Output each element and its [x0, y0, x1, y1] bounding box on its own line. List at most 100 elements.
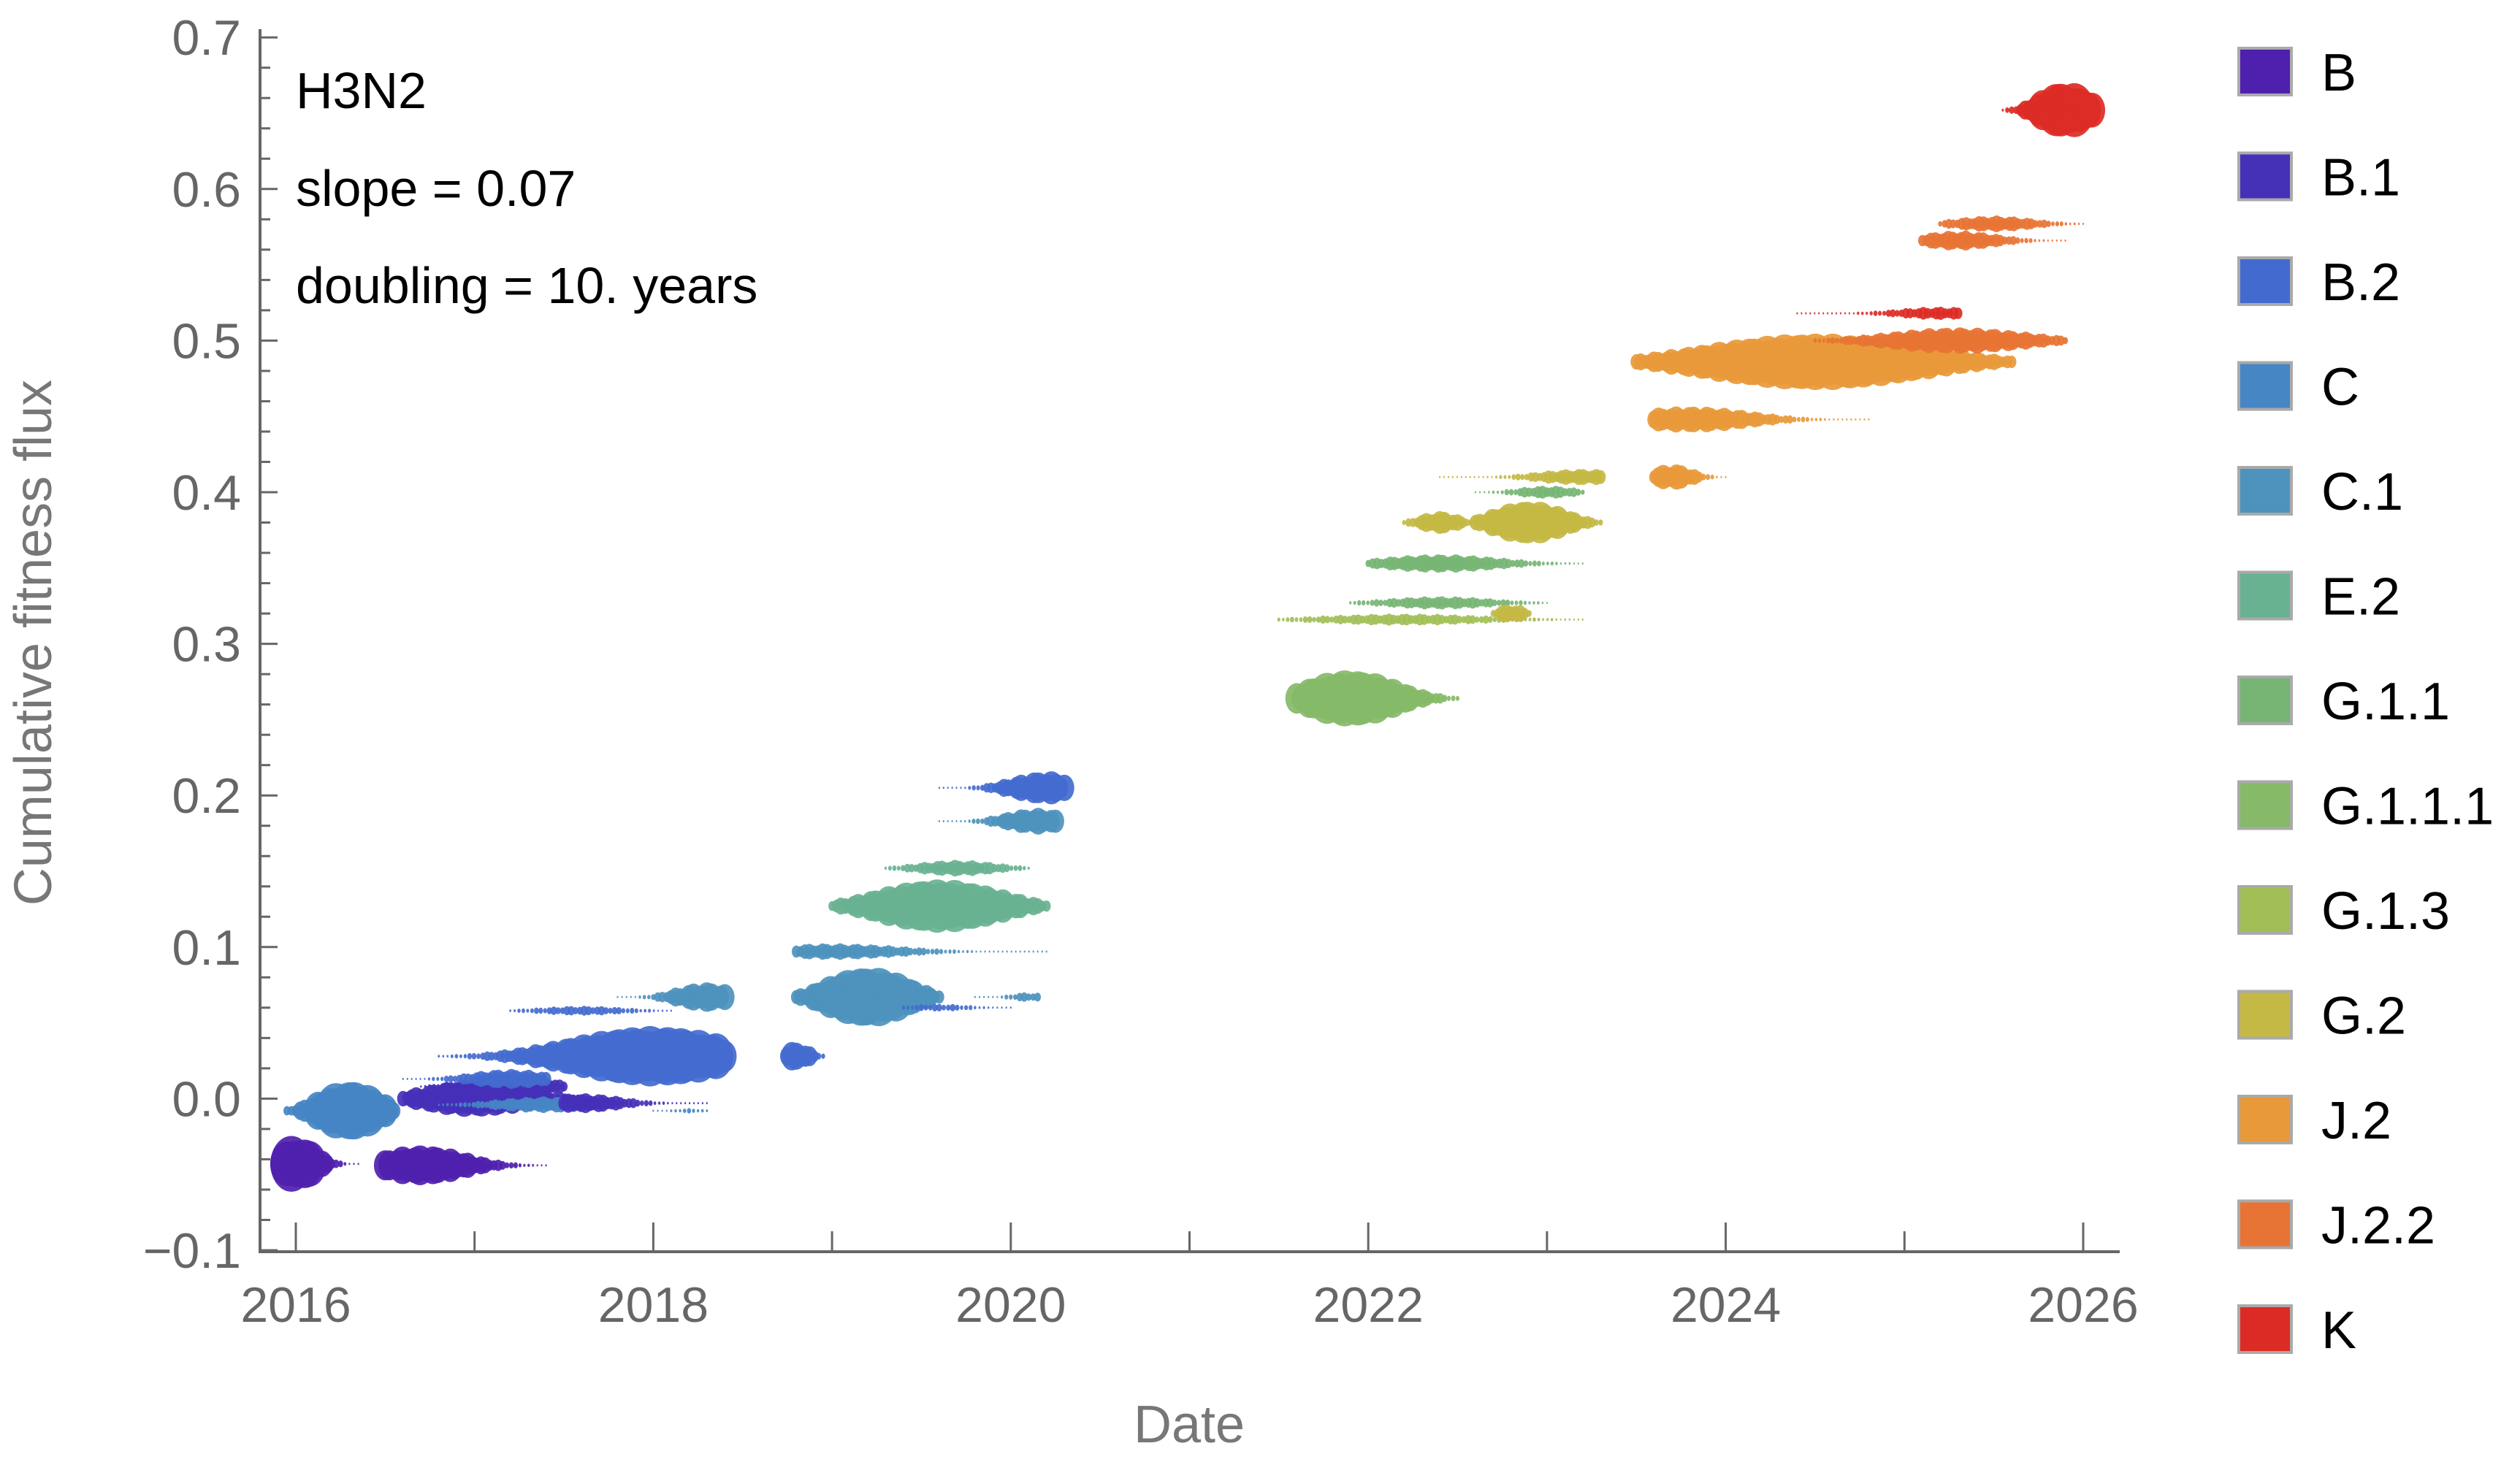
blob-point: [996, 1006, 999, 1009]
blob-point: [1019, 950, 1021, 953]
blob-point: [1559, 562, 1562, 565]
blob-point: [1515, 473, 1521, 481]
blob-point: [978, 995, 981, 998]
x-tick-label: 2018: [598, 1277, 709, 1333]
blob-point: [513, 1162, 519, 1168]
blob-point: [1510, 559, 1516, 567]
blob-point: [671, 1102, 673, 1105]
blob-point: [1447, 475, 1450, 478]
blob-point: [1598, 519, 1603, 526]
blob-point: [665, 1109, 668, 1112]
blob-point: [988, 995, 990, 998]
blob-point: [518, 1163, 522, 1168]
blob-K: [1796, 307, 1963, 320]
legend-item: G.2: [2237, 987, 2406, 1046]
blob-point: [648, 1100, 653, 1106]
blob-point: [1395, 599, 1402, 607]
blob-point: [629, 1098, 638, 1109]
blob-point: [1520, 474, 1525, 481]
blob-point: [1420, 614, 1429, 625]
blob-point: [674, 1109, 677, 1113]
x-tick-label: 2016: [240, 1277, 351, 1333]
blob-B.2: [780, 1041, 825, 1071]
legend-label: K: [2321, 1301, 2356, 1360]
blob-point: [644, 1100, 649, 1106]
blob-point: [906, 1005, 910, 1010]
blob-point: [517, 1009, 521, 1013]
blob-point: [1814, 312, 1816, 315]
data-blobs: [270, 83, 2106, 1192]
blob-point: [427, 1077, 431, 1081]
blob-point: [692, 1102, 695, 1105]
blob-point: [467, 1102, 471, 1107]
blob-point: [2064, 239, 2066, 242]
blob-point: [1436, 693, 1445, 704]
blob-point: [479, 1101, 486, 1109]
blob-point: [934, 948, 939, 955]
blob-point: [1523, 560, 1529, 567]
blob-point: [2062, 337, 2069, 345]
blob-point: [1801, 312, 1803, 315]
blob-point: [2001, 236, 2008, 245]
blob-B.2: [438, 1025, 737, 1087]
blob-J.2.2: [1918, 230, 2066, 250]
blob-point: [443, 1075, 449, 1082]
blob-point: [942, 1004, 946, 1011]
blob-point: [1286, 617, 1290, 622]
blob-point: [1469, 615, 1476, 624]
legend-swatch: [2237, 676, 2293, 725]
blob-point: [509, 1009, 511, 1012]
blob-point: [1032, 950, 1034, 953]
blob-point: [938, 787, 940, 789]
blob-point: [1822, 312, 1825, 315]
blob-point: [661, 1109, 663, 1112]
blob-point: [1782, 415, 1789, 424]
blob-point: [2077, 222, 2080, 226]
blob-point: [526, 1009, 530, 1013]
x-tick-label: 2022: [1313, 1277, 1424, 1333]
blob-point: [1835, 312, 1838, 315]
legend-item: C: [2237, 359, 2359, 417]
blob-point: [1505, 559, 1512, 568]
blob-point: [1573, 562, 1575, 565]
blob-point: [1577, 562, 1579, 565]
blob-point: [1036, 950, 1039, 953]
legend-item: G.1.1: [2237, 673, 2450, 731]
blob-point: [2057, 335, 2065, 346]
legend-label: G.1.1.1: [2321, 778, 2494, 836]
blob-point: [1839, 312, 1842, 315]
blob-point: [1465, 475, 1467, 478]
blob-point: [1500, 490, 1504, 494]
blob-point: [1839, 337, 1844, 344]
blob-C.1: [938, 808, 1064, 835]
blob-point: [1801, 416, 1806, 423]
blob-point: [1307, 616, 1313, 624]
blob-point: [896, 865, 901, 871]
legend-label: B.1: [2321, 149, 2400, 207]
blob-point: [923, 1004, 928, 1011]
blob-point: [1894, 310, 1900, 317]
blob-point: [1827, 312, 1829, 315]
legend-swatch: [2237, 151, 2293, 202]
blob-point: [327, 1158, 336, 1169]
blob-point: [1885, 310, 1892, 317]
blob-point: [946, 1004, 951, 1011]
blob-point: [419, 1077, 421, 1080]
blob-point: [446, 1103, 449, 1106]
y-tick-label: 0.7: [172, 10, 241, 66]
blob-point: [1054, 774, 1074, 801]
blob-point: [974, 1006, 977, 1010]
blob-point: [1015, 950, 1017, 953]
blob-point: [484, 1101, 489, 1109]
blob-point: [1013, 994, 1017, 1001]
blob-point: [679, 1109, 681, 1113]
blob-point: [980, 818, 985, 825]
blob-point: [1833, 418, 1835, 421]
blob-point: [984, 950, 986, 953]
blob-point: [442, 1055, 445, 1058]
blob-point: [573, 1007, 579, 1014]
blob-point: [1302, 616, 1308, 623]
legend-swatch: [2237, 570, 2293, 621]
blob-point: [920, 947, 927, 956]
blob-point: [2060, 239, 2062, 242]
